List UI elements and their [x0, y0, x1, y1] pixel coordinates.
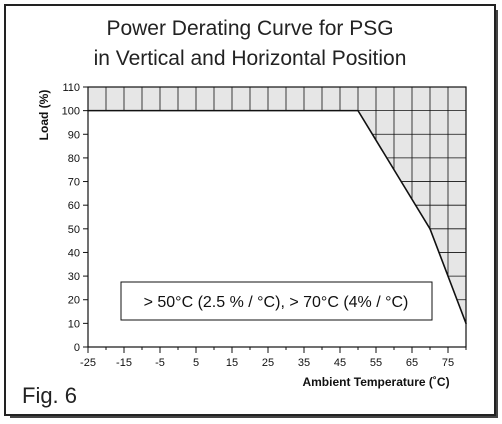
curve-point	[429, 228, 431, 230]
x-tick-label: 75	[442, 357, 454, 369]
annotation-box	[120, 281, 433, 321]
y-tick-label: 70	[68, 177, 80, 189]
x-axis-title: Ambient Temperature (˚C)	[302, 375, 449, 389]
x-tick-label: -5	[155, 357, 165, 369]
chart-title-line1: Power Derating Curve for PSG	[106, 17, 394, 40]
y-tick-label: 20	[68, 295, 80, 307]
y-tick-label: 40	[68, 247, 80, 259]
x-tick-label: 25	[262, 357, 274, 369]
curve-point	[87, 109, 89, 112]
y-tick-label: 0	[74, 342, 80, 354]
x-tick-label: 5	[193, 357, 199, 369]
curve-point	[357, 109, 359, 112]
x-tick-label: 35	[298, 357, 310, 369]
derating-curve-line	[88, 109, 467, 324]
y-tick-label: 90	[68, 129, 80, 141]
x-tick-label: 45	[334, 357, 346, 369]
y-tick-label: 30	[68, 271, 80, 283]
y-tick-label: 60	[68, 200, 80, 212]
frame-shadow-right	[494, 10, 498, 416]
x-tick-label: 15	[226, 357, 238, 369]
plot-border	[87, 86, 467, 348]
y-tick-label: 110	[62, 82, 80, 94]
curve-point	[465, 322, 467, 325]
chart-title-line2: in Vertical and Horizontal Position	[93, 47, 407, 70]
x-tick-label: -25	[80, 357, 96, 369]
y-tick-label: 10	[68, 318, 80, 330]
frame-shadow-bottom	[10, 414, 498, 418]
x-tick-label: 65	[406, 357, 418, 369]
y-tick-label: 80	[68, 153, 80, 165]
x-tick-label: 55	[370, 357, 382, 369]
x-tick-label: -15	[116, 357, 132, 369]
y-tick-label: 100	[62, 106, 80, 118]
annotation-text: > 50°C (2.5 % / °C), > 70°C (4% / °C)	[144, 294, 409, 311]
y-axis-title: Load (%)	[37, 90, 51, 141]
y-tick-label: 50	[68, 224, 80, 236]
figure-label: Fig. 6	[22, 383, 78, 408]
